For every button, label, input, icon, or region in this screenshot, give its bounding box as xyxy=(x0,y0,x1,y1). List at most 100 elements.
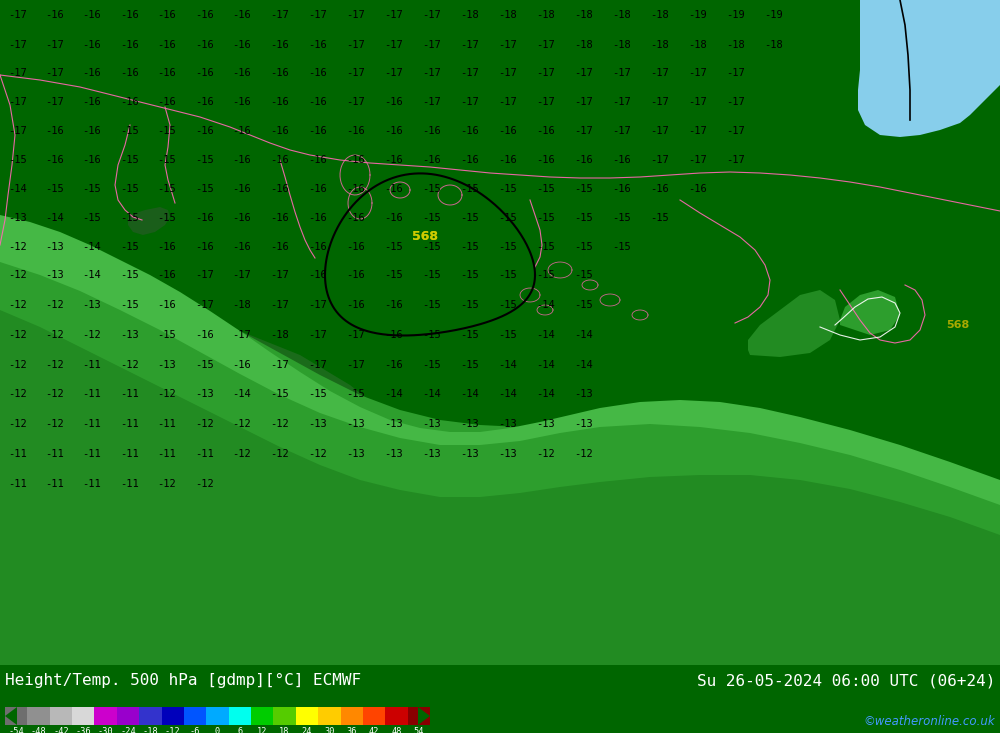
Text: -16: -16 xyxy=(83,155,101,165)
Text: -18: -18 xyxy=(651,10,669,20)
Text: -17: -17 xyxy=(575,97,593,107)
Text: -17: -17 xyxy=(499,40,517,50)
Text: -17: -17 xyxy=(461,97,479,107)
Text: -11: -11 xyxy=(83,479,101,489)
Bar xyxy=(72,707,94,725)
Text: -17: -17 xyxy=(689,97,707,107)
Text: -15: -15 xyxy=(385,270,403,280)
Text: -14: -14 xyxy=(537,330,555,340)
Text: -16: -16 xyxy=(196,68,214,78)
Text: -16: -16 xyxy=(233,10,251,20)
Text: -16: -16 xyxy=(233,97,251,107)
Text: -48: -48 xyxy=(31,727,46,733)
Text: -12: -12 xyxy=(46,360,64,370)
Bar xyxy=(408,707,430,725)
Text: -12: -12 xyxy=(158,479,176,489)
Text: -14: -14 xyxy=(423,389,441,399)
Text: -16: -16 xyxy=(499,155,517,165)
Text: -15: -15 xyxy=(423,360,441,370)
Text: -15: -15 xyxy=(158,213,176,223)
Text: -15: -15 xyxy=(461,213,479,223)
Text: -17: -17 xyxy=(347,40,365,50)
Text: -15: -15 xyxy=(83,184,101,194)
Text: -16: -16 xyxy=(233,40,251,50)
Text: -16: -16 xyxy=(233,213,251,223)
Text: 12: 12 xyxy=(257,727,267,733)
Text: -11: -11 xyxy=(83,360,101,370)
Text: -13: -13 xyxy=(347,419,365,429)
Text: -15: -15 xyxy=(9,155,27,165)
Text: -15: -15 xyxy=(271,389,289,399)
Text: -13: -13 xyxy=(385,449,403,459)
Text: -15: -15 xyxy=(158,184,176,194)
Text: -15: -15 xyxy=(461,270,479,280)
Text: -15: -15 xyxy=(423,300,441,310)
Text: -18: -18 xyxy=(765,40,783,50)
Text: ©weatheronline.co.uk: ©weatheronline.co.uk xyxy=(863,715,995,728)
Text: -13: -13 xyxy=(196,389,214,399)
Text: -17: -17 xyxy=(689,155,707,165)
Text: -15: -15 xyxy=(461,184,479,194)
Text: -14: -14 xyxy=(385,389,403,399)
Polygon shape xyxy=(748,290,840,357)
Text: -13: -13 xyxy=(9,213,27,223)
Text: -16: -16 xyxy=(347,270,365,280)
Polygon shape xyxy=(0,215,1000,505)
Text: -16: -16 xyxy=(196,330,214,340)
Text: -15: -15 xyxy=(121,184,139,194)
Text: -16: -16 xyxy=(347,213,365,223)
Text: -12: -12 xyxy=(196,419,214,429)
Text: -14: -14 xyxy=(575,330,593,340)
Text: -15: -15 xyxy=(499,270,517,280)
Text: -18: -18 xyxy=(271,330,289,340)
Text: -16: -16 xyxy=(233,68,251,78)
Text: -12: -12 xyxy=(9,300,27,310)
Text: -16: -16 xyxy=(537,126,555,136)
Text: Height/Temp. 500 hPa [gdmp][°C] ECMWF: Height/Temp. 500 hPa [gdmp][°C] ECMWF xyxy=(5,673,361,688)
Bar xyxy=(50,707,72,725)
Text: -15: -15 xyxy=(499,330,517,340)
Text: -14: -14 xyxy=(9,184,27,194)
Bar xyxy=(296,707,318,725)
Text: -17: -17 xyxy=(613,68,631,78)
Text: Su 26-05-2024 06:00 UTC (06+24): Su 26-05-2024 06:00 UTC (06+24) xyxy=(697,673,995,688)
Text: -17: -17 xyxy=(537,68,555,78)
Bar xyxy=(251,707,273,725)
Text: -15: -15 xyxy=(46,184,64,194)
Text: -16: -16 xyxy=(271,242,289,252)
Text: -12: -12 xyxy=(9,419,27,429)
Text: -15: -15 xyxy=(121,270,139,280)
Text: -17: -17 xyxy=(727,155,745,165)
Text: -15: -15 xyxy=(423,184,441,194)
Text: -14: -14 xyxy=(499,360,517,370)
Text: -17: -17 xyxy=(233,270,251,280)
Text: -12: -12 xyxy=(46,330,64,340)
Text: -11: -11 xyxy=(121,449,139,459)
Text: -12: -12 xyxy=(121,360,139,370)
Text: -16: -16 xyxy=(158,300,176,310)
Bar xyxy=(27,707,50,725)
Text: -17: -17 xyxy=(613,126,631,136)
Text: -16: -16 xyxy=(271,97,289,107)
Text: -15: -15 xyxy=(461,330,479,340)
Text: -18: -18 xyxy=(575,40,593,50)
Text: -6: -6 xyxy=(190,727,200,733)
Text: -15: -15 xyxy=(537,270,555,280)
Text: -16: -16 xyxy=(309,270,327,280)
Text: -14: -14 xyxy=(233,389,251,399)
Bar xyxy=(341,707,363,725)
Text: -17: -17 xyxy=(9,68,27,78)
Text: -14: -14 xyxy=(537,300,555,310)
Text: -12: -12 xyxy=(271,449,289,459)
Text: -17: -17 xyxy=(499,68,517,78)
Text: -13: -13 xyxy=(385,419,403,429)
Text: -17: -17 xyxy=(271,10,289,20)
Text: -19: -19 xyxy=(765,10,783,20)
Text: -16: -16 xyxy=(499,126,517,136)
Text: -16: -16 xyxy=(196,10,214,20)
Polygon shape xyxy=(5,707,17,725)
Text: -16: -16 xyxy=(83,40,101,50)
Text: 24: 24 xyxy=(302,727,312,733)
Text: -13: -13 xyxy=(461,419,479,429)
Text: -17: -17 xyxy=(575,68,593,78)
